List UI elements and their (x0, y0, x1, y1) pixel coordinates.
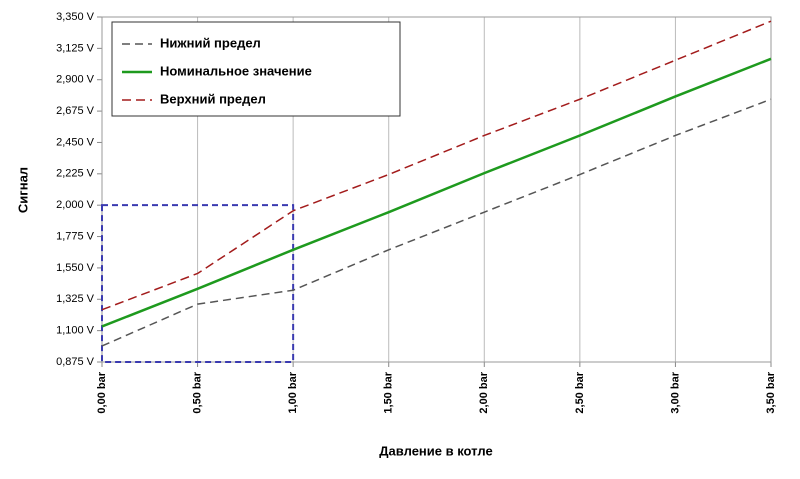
x-tick-label: 0,00 bar (96, 371, 108, 413)
legend-label: Верхний предел (160, 91, 266, 106)
legend-label: Номинальное значение (160, 63, 312, 78)
x-tick-label: 0,50 bar (191, 371, 203, 413)
y-tick-label: 1,100 V (56, 325, 95, 337)
y-tick-label: 2,900 V (56, 74, 95, 86)
y-tick-label: 2,450 V (56, 136, 95, 148)
x-tick-label: 3,00 bar (669, 371, 681, 413)
x-tick-label: 2,50 bar (574, 371, 586, 413)
x-tick-label: 3,50 bar (765, 371, 777, 413)
y-tick-label: 1,325 V (56, 293, 95, 305)
x-tick-label: 1,00 bar (287, 371, 299, 413)
x-tick-label: 1,50 bar (383, 371, 395, 413)
plot-border (101, 16, 772, 363)
y-tick-label: 1,550 V (56, 262, 95, 274)
y-tick-label: 2,675 V (56, 105, 95, 117)
y-tick-label: 2,225 V (56, 168, 95, 180)
legend-box (111, 21, 401, 117)
series-line (101, 57, 772, 328)
y-tick-label: 2,000 V (56, 199, 95, 211)
x-tick-label: 2,00 bar (478, 371, 490, 413)
x-axis-title: Давление в котле (379, 443, 492, 458)
series-line (101, 98, 772, 347)
series-line (101, 20, 772, 311)
y-tick-label: 3,125 V (56, 42, 95, 54)
legend-label: Нижний предел (160, 35, 261, 50)
y-axis-title: Сигнал (15, 167, 30, 213)
highlight-box (101, 204, 295, 363)
y-tick-label: 0,875 V (56, 356, 95, 368)
y-tick-label: 1,775 V (56, 230, 95, 242)
y-tick-label: 3,350 V (56, 11, 95, 23)
